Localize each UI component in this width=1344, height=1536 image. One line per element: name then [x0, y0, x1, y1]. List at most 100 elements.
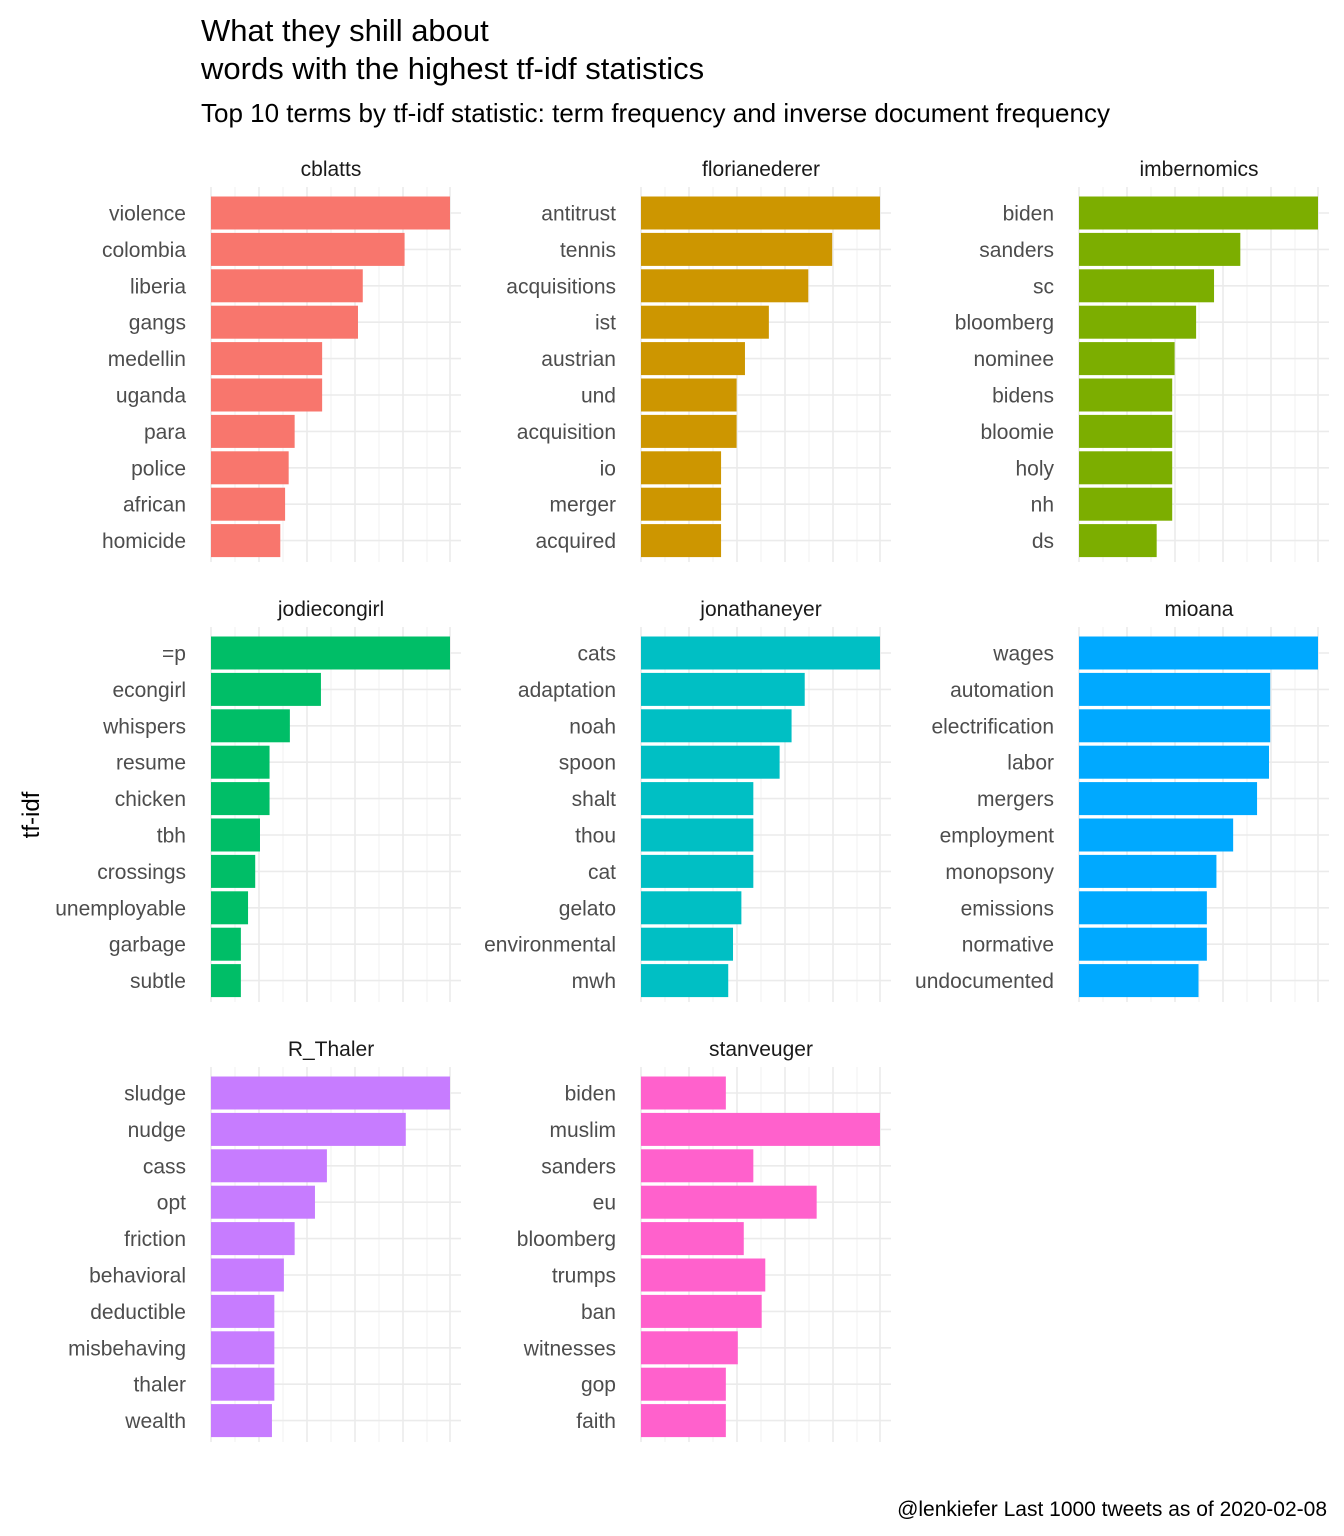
- bar-florianederer-antitrust: [641, 196, 880, 230]
- facet-strip-label: stanveuger: [709, 1038, 813, 1061]
- tick-label: io: [600, 457, 616, 480]
- tick-label: behavioral: [89, 1265, 186, 1288]
- bar-jonathaneyer-spoon: [641, 745, 780, 779]
- tick-label: nh: [1031, 494, 1054, 517]
- tick-label: spoon: [559, 752, 616, 775]
- tick-label: tbh: [157, 825, 186, 848]
- tick-label: faith: [576, 1410, 616, 1433]
- bar-imbernomics-sc: [1079, 269, 1215, 303]
- tick-label: gelato: [559, 897, 616, 920]
- tick-label: violence: [109, 203, 186, 226]
- tick-label: homicide: [102, 530, 186, 553]
- bar-florianederer-acquisition: [641, 414, 737, 448]
- bar-mioana-normative: [1079, 927, 1207, 961]
- tick-label: cass: [143, 1155, 186, 1178]
- tick-label: =p: [162, 643, 186, 666]
- bar-R_Thaler-wealth: [211, 1404, 272, 1438]
- bar-stanveuger-gop: [641, 1367, 726, 1401]
- tick-label: environmental: [484, 934, 616, 957]
- tick-label: acquisitions: [506, 275, 616, 298]
- bar-cblatts-african: [211, 487, 286, 521]
- bar-jonathaneyer-environmental: [641, 927, 734, 961]
- tick-label: noah: [569, 715, 616, 738]
- bar-cblatts-uganda: [211, 378, 323, 412]
- tick-label: resume: [116, 752, 186, 775]
- bar-imbernomics-holy: [1079, 451, 1173, 485]
- tick-label: biden: [1003, 203, 1054, 226]
- tick-label: friction: [124, 1228, 186, 1251]
- tick-label: und: [581, 385, 616, 408]
- bar-florianederer-acquired: [641, 524, 722, 558]
- facet-cblatts: cblatts violence colombia liberia gangs medel…: [102, 158, 461, 562]
- tick-label: merger: [549, 494, 616, 517]
- facet-strip-label: mioana: [1165, 598, 1234, 621]
- tick-label: cat: [588, 861, 616, 884]
- facet-strip-label: florianederer: [702, 158, 820, 181]
- bar-R_Thaler-nudge: [211, 1112, 406, 1146]
- bar-florianederer-tennis: [641, 232, 833, 266]
- bar-stanveuger-bloomberg: [641, 1222, 744, 1256]
- tick-label: shalt: [572, 788, 617, 811]
- bar-imbernomics-biden: [1079, 196, 1318, 230]
- bar-florianederer-io: [641, 451, 722, 485]
- bar-jonathaneyer-cats: [641, 636, 880, 670]
- bar-jonathaneyer-gelato: [641, 891, 742, 925]
- bar-jodiecongirl-subtle: [211, 964, 241, 998]
- bar-imbernomics-nominee: [1079, 342, 1175, 376]
- bar-mioana-undocumented: [1079, 964, 1199, 998]
- tick-label: witnesses: [523, 1337, 616, 1360]
- tick-label: biden: [565, 1083, 616, 1106]
- tick-label: sanders: [979, 239, 1054, 262]
- tick-label: medellin: [108, 348, 186, 371]
- tick-label: wages: [992, 643, 1054, 666]
- bar-jonathaneyer-mwh: [641, 964, 729, 998]
- bar-R_Thaler-friction: [211, 1222, 295, 1256]
- tick-label: bloomie: [980, 421, 1054, 444]
- bar-stanveuger-ban: [641, 1294, 762, 1328]
- bar-R_Thaler-behavioral: [211, 1258, 284, 1292]
- bar-jonathaneyer-noah: [641, 709, 792, 743]
- tick-label: sc: [1033, 275, 1054, 298]
- tick-label: mergers: [977, 788, 1054, 811]
- y-axis-label: tf-idf: [18, 791, 45, 838]
- bar-stanveuger-sanders: [641, 1149, 754, 1183]
- tick-label: acquisition: [517, 421, 616, 444]
- bar-jodiecongirl-econgirl: [211, 672, 321, 706]
- bar-jodiecongirl-crossings: [211, 854, 256, 888]
- tick-label: eu: [593, 1192, 616, 1215]
- bar-florianederer-acquisitions: [641, 269, 809, 303]
- tick-label: whispers: [102, 715, 186, 738]
- tick-label: ist: [595, 312, 616, 335]
- tick-label: sanders: [541, 1155, 616, 1178]
- tick-label: liberia: [130, 275, 186, 298]
- tick-label: garbage: [109, 934, 186, 957]
- facet-strip-label: jodiecongirl: [277, 598, 384, 621]
- bar-mioana-emissions: [1079, 891, 1207, 925]
- tick-label: gop: [581, 1374, 616, 1397]
- tick-label: holy: [1015, 457, 1054, 480]
- tick-label: colombia: [102, 239, 186, 262]
- tick-label: unemployable: [55, 897, 186, 920]
- tick-label: monopsony: [945, 861, 1054, 884]
- bar-R_Thaler-opt: [211, 1185, 315, 1219]
- tick-label: bidens: [992, 385, 1054, 408]
- bar-cblatts-gangs: [211, 305, 358, 339]
- tick-label: wealth: [124, 1410, 186, 1433]
- tick-label: muslim: [550, 1119, 617, 1142]
- bar-R_Thaler-misbehaving: [211, 1331, 275, 1365]
- bar-mioana-employment: [1079, 818, 1234, 852]
- bar-mioana-wages: [1079, 636, 1318, 670]
- bar-stanveuger-eu: [641, 1185, 817, 1219]
- chart-title-line-1: What they shill about: [201, 13, 489, 48]
- tick-label: african: [123, 494, 186, 517]
- tick-label: subtle: [130, 970, 186, 993]
- bar-florianederer-austrian: [641, 342, 745, 376]
- bar-R_Thaler-sludge: [211, 1076, 450, 1110]
- bar-mioana-electrification: [1079, 709, 1271, 743]
- bar-R_Thaler-cass: [211, 1149, 327, 1183]
- bar-cblatts-medellin: [211, 342, 323, 376]
- facet-jodiecongirl: jodiecongirl =p econgirl whispers resume chic…: [55, 598, 461, 1002]
- facet-strip-label: imbernomics: [1139, 158, 1258, 181]
- tick-label: thaler: [133, 1374, 186, 1397]
